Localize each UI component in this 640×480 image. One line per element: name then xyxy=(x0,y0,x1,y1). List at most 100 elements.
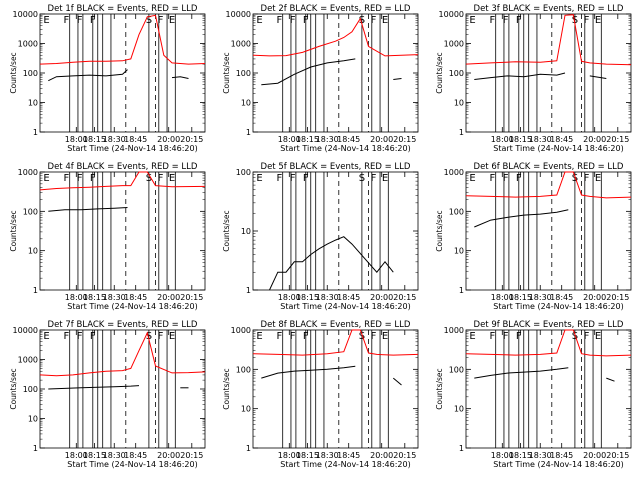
y-axis-label: Counts/sec xyxy=(435,368,444,409)
x-tick-label: 18:15 xyxy=(83,451,106,460)
region-marker-label: E xyxy=(256,331,262,342)
y-tick-label: 10 xyxy=(241,227,251,236)
region-marker-label: S xyxy=(572,173,578,184)
x-tick-label: 20:00 xyxy=(583,135,606,144)
x-tick-label: 18:15 xyxy=(296,451,319,460)
region-marker-label: E xyxy=(256,173,262,184)
region-marker-label: F xyxy=(277,173,283,184)
chart-title: Det 4f BLACK = Events, RED = LLD xyxy=(48,162,198,172)
x-tick-label: 18:45 xyxy=(550,451,573,460)
events-series-line xyxy=(474,367,569,379)
plot-frame xyxy=(465,171,632,291)
region-marker-label: F xyxy=(516,15,522,26)
x-tick-label: 18:45 xyxy=(337,451,360,460)
chart-title: Det 2f BLACK = Events, RED = LLD xyxy=(261,4,411,14)
x-axis-label: Start Time (24-Nov-14 18:46:20) xyxy=(67,302,197,311)
x-tick-label: 18:00 xyxy=(491,293,514,302)
region-marker-label: F xyxy=(516,173,522,184)
region-marker-label: E xyxy=(169,15,175,26)
region-marker-label: F xyxy=(516,331,522,342)
region-marker-label: F xyxy=(158,173,164,184)
region-marker-label: E xyxy=(469,331,475,342)
x-tick-label: 18:15 xyxy=(509,293,532,302)
region-marker-label: F xyxy=(90,15,96,26)
region-marker-label: E xyxy=(382,15,388,26)
x-tick-label: 20:15 xyxy=(606,135,629,144)
chart-panel-det-8: Det 8f BLACK = Events, RED = LLD 1 10 100 10… xyxy=(222,320,419,469)
x-axis-label: Start Time (24-Nov-14 18:46:20) xyxy=(67,144,197,153)
plot-frame xyxy=(252,13,419,133)
x-tick-label: 18:30 xyxy=(103,293,126,302)
events-series-line xyxy=(393,78,402,80)
region-marker-label: E xyxy=(169,331,175,342)
region-marker-label: F xyxy=(90,173,96,184)
chart-title: Det 1f BLACK = Events, RED = LLD xyxy=(48,4,198,14)
region-marker-label: F xyxy=(277,331,283,342)
region-marker-label: F xyxy=(584,173,590,184)
y-tick-label: 1000 xyxy=(444,326,464,335)
x-tick-label: 20:00 xyxy=(157,293,180,302)
region-marker-label: F xyxy=(90,331,96,342)
y-axis-label: Counts/sec xyxy=(435,210,444,251)
events-series-line xyxy=(474,209,569,228)
region-marker-label: F xyxy=(371,173,377,184)
region-marker-label: F xyxy=(64,331,70,342)
y-tick-label: 10 xyxy=(241,405,251,414)
x-tick-label: 18:15 xyxy=(296,135,319,144)
x-tick-label: 18:30 xyxy=(103,451,126,460)
chart-panel-det-6: Det 6f BLACK = Events, RED = LLD 1 10 100 10… xyxy=(435,162,632,311)
region-marker-label: F xyxy=(77,331,83,342)
x-tick-label: 18:15 xyxy=(509,135,532,144)
region-marker-label: F xyxy=(490,173,496,184)
chart-title: Det 7f BLACK = Events, RED = LLD xyxy=(48,320,198,330)
y-tick-label: 10 xyxy=(28,247,38,256)
x-tick-label: 18:00 xyxy=(491,135,514,144)
y-tick-label: 1 xyxy=(246,286,251,295)
plot-frame xyxy=(465,13,632,133)
events-series-line xyxy=(48,385,140,390)
x-tick-label: 18:00 xyxy=(65,135,88,144)
events-series-line xyxy=(261,365,356,379)
region-marker-label: F xyxy=(303,331,309,342)
region-marker-label: S xyxy=(359,15,365,26)
y-tick-label: 10 xyxy=(241,99,251,108)
events-series-line xyxy=(606,377,615,382)
x-tick-label: 20:00 xyxy=(157,135,180,144)
y-tick-label: 1000 xyxy=(231,40,251,49)
x-axis-label: Start Time (24-Nov-14 18:46:20) xyxy=(493,144,623,153)
region-marker-label: S xyxy=(146,331,152,342)
region-marker-label: F xyxy=(503,173,509,184)
chart-title: Det 9f BLACK = Events, RED = LLD xyxy=(474,320,624,330)
events-series-line xyxy=(269,236,394,291)
region-marker-label: F xyxy=(290,331,296,342)
x-tick-label: 18:00 xyxy=(278,293,301,302)
y-tick-label: 10 xyxy=(454,405,464,414)
events-series-line xyxy=(392,377,402,386)
chart-panel-det-5: Det 5f BLACK = Events, RED = LLD 1 10 100 Co… xyxy=(222,162,419,311)
y-tick-label: 100 xyxy=(236,69,251,78)
region-marker-label: F xyxy=(158,15,164,26)
x-tick-label: 18:00 xyxy=(65,293,88,302)
region-marker-label: E xyxy=(256,15,262,26)
plot-frame xyxy=(39,329,206,449)
x-tick-label: 18:30 xyxy=(316,135,339,144)
y-tick-label: 1000 xyxy=(18,168,38,177)
x-tick-label: 18:45 xyxy=(550,293,573,302)
y-tick-label: 1 xyxy=(246,128,251,137)
plot-frame xyxy=(465,329,632,449)
x-tick-label: 18:00 xyxy=(278,451,301,460)
plot-frame xyxy=(252,329,419,449)
x-tick-label: 18:45 xyxy=(337,293,360,302)
x-axis-label: Start Time (24-Nov-14 18:46:20) xyxy=(280,302,410,311)
x-axis-label: Start Time (24-Nov-14 18:46:20) xyxy=(493,302,623,311)
y-tick-label: 1000 xyxy=(18,356,38,365)
x-tick-label: 20:00 xyxy=(583,451,606,460)
x-tick-label: 20:00 xyxy=(157,451,180,460)
region-marker-label: E xyxy=(382,173,388,184)
events-series-line xyxy=(589,75,607,79)
chart-panel-det-1: Det 1f BLACK = Events, RED = LLD 1 10 100 10… xyxy=(9,4,206,153)
y-tick-label: 1 xyxy=(33,286,38,295)
region-marker-label: F xyxy=(64,173,70,184)
y-tick-label: 10000 xyxy=(13,326,38,335)
region-marker-label: S xyxy=(359,173,365,184)
